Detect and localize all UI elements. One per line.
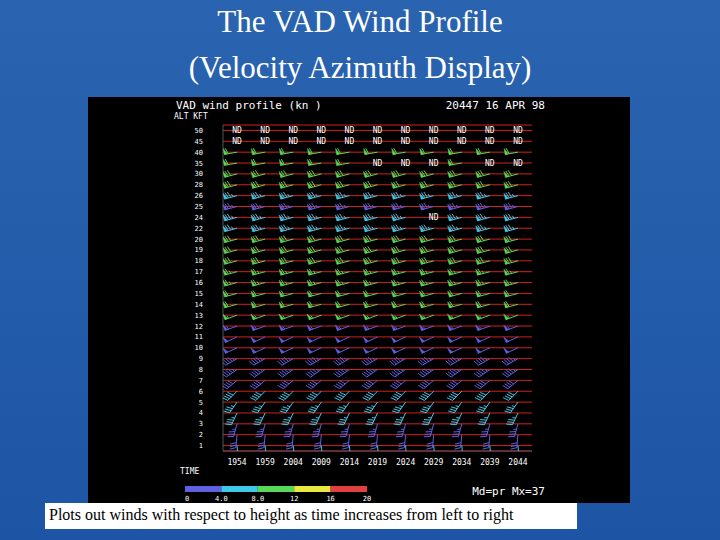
svg-text:ND: ND (485, 159, 495, 168)
svg-text:3: 3 (199, 420, 203, 428)
svg-text:2014: 2014 (340, 458, 359, 467)
svg-text:50: 50 (195, 127, 203, 135)
svg-text:ND: ND (260, 126, 270, 135)
svg-text:ND: ND (288, 126, 298, 135)
svg-text:8.0: 8.0 (251, 495, 264, 503)
svg-text:ND: ND (401, 137, 411, 146)
svg-text:ND: ND (513, 159, 523, 168)
svg-text:ND: ND (373, 137, 383, 146)
svg-text:1959: 1959 (256, 458, 275, 467)
svg-text:2019: 2019 (368, 458, 387, 467)
svg-text:1954: 1954 (227, 458, 246, 467)
svg-text:4.0: 4.0 (215, 495, 228, 503)
svg-text:ND: ND (232, 126, 242, 135)
svg-text:18: 18 (195, 257, 203, 265)
svg-text:ND: ND (373, 126, 383, 135)
svg-text:5: 5 (199, 399, 203, 407)
html-text:TIME: TIME (180, 467, 200, 476)
svg-text:45: 45 (195, 138, 203, 146)
svg-text:1: 1 (199, 442, 203, 450)
svg-text:9: 9 (199, 355, 203, 363)
svg-text:ND: ND (485, 126, 495, 135)
svg-text:4: 4 (199, 409, 203, 417)
svg-text:14: 14 (195, 301, 203, 309)
svg-text:12: 12 (290, 495, 298, 503)
svg-text:11: 11 (195, 333, 203, 341)
svg-text:20: 20 (363, 495, 371, 503)
svg-text:26: 26 (195, 192, 203, 200)
svg-text:24: 24 (195, 214, 203, 222)
svg-text:2029: 2029 (424, 458, 443, 467)
html-text:Plots out winds with respect t: Plots out winds with respect to height a… (49, 506, 514, 523)
svg-text:16: 16 (195, 279, 203, 287)
svg-text:17: 17 (195, 268, 203, 276)
svg-text:35: 35 (195, 160, 203, 168)
svg-text:2044: 2044 (508, 458, 527, 467)
svg-text:6: 6 (199, 388, 203, 396)
svg-text:ND: ND (513, 137, 523, 146)
svg-text:7: 7 (199, 377, 203, 385)
svg-text:22: 22 (195, 225, 203, 233)
svg-text:8: 8 (199, 366, 203, 374)
svg-text:13: 13 (195, 312, 203, 320)
svg-text:30: 30 (195, 170, 203, 178)
svg-text:ND: ND (457, 137, 467, 146)
html-text:The VAD Wind Profile: The VAD Wind Profile (217, 4, 503, 39)
svg-text:ND: ND (288, 137, 298, 146)
html-text:20447 16 APR 98: 20447 16 APR 98 (445, 99, 545, 112)
svg-text:ND: ND (401, 126, 411, 135)
svg-text:ND: ND (429, 137, 439, 146)
svg-text:ND: ND (316, 137, 326, 146)
svg-text:40: 40 (195, 149, 203, 157)
html-text:ALT KFT: ALT KFT (174, 112, 208, 121)
svg-text:28: 28 (195, 181, 203, 189)
svg-text:2009: 2009 (312, 458, 331, 467)
svg-text:ND: ND (457, 126, 467, 135)
svg-text:ND: ND (429, 159, 439, 168)
svg-text:2034: 2034 (452, 458, 471, 467)
svg-text:15: 15 (195, 290, 203, 298)
html-text:(Velocity Azimuth Display): (Velocity Azimuth Display) (188, 50, 532, 85)
svg-text:16: 16 (326, 495, 334, 503)
svg-text:2004: 2004 (284, 458, 303, 467)
svg-text:2: 2 (199, 431, 203, 439)
svg-text:25: 25 (195, 203, 203, 211)
html-text:VAD wind profile (kn ): VAD wind profile (kn ) (176, 99, 322, 112)
svg-text:19: 19 (195, 246, 203, 254)
svg-text:ND: ND (429, 126, 439, 135)
svg-text:2024: 2024 (396, 458, 415, 467)
svg-text:ND: ND (260, 137, 270, 146)
html-text:Md=pr Mx=37: Md=pr Mx=37 (472, 485, 545, 498)
svg-text:10: 10 (195, 344, 203, 352)
svg-text:0: 0 (185, 495, 189, 503)
svg-text:ND: ND (316, 126, 326, 135)
svg-text:ND: ND (429, 213, 439, 222)
svg-text:ND: ND (401, 159, 411, 168)
svg-text:2039: 2039 (480, 458, 499, 467)
svg-text:ND: ND (345, 137, 355, 146)
svg-text:ND: ND (513, 126, 523, 135)
svg-text:ND: ND (232, 137, 242, 146)
svg-text:ND: ND (373, 159, 383, 168)
svg-text:ND: ND (485, 137, 495, 146)
svg-text:20: 20 (195, 236, 203, 244)
svg-text:12: 12 (195, 323, 203, 331)
svg-text:ND: ND (345, 126, 355, 135)
